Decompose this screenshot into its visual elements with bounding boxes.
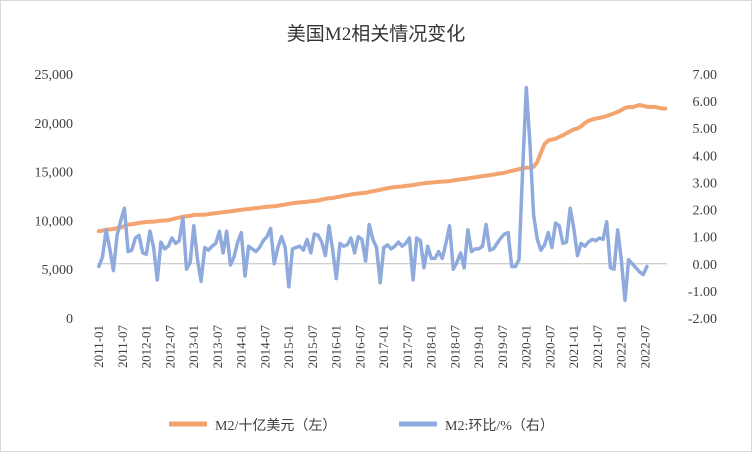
x-tick-label: 2014-07: [257, 325, 272, 369]
x-tick-label: 2019-01: [471, 325, 486, 368]
y-right-tick-label: -2.00: [688, 312, 717, 327]
x-tick-label: 2018-01: [424, 325, 439, 368]
y-right-tick-label: -1.00: [688, 285, 717, 300]
x-tick-label: 2020-01: [519, 325, 534, 368]
y-right-tick-label: 7.00: [693, 68, 718, 83]
x-tick-label: 2021-07: [590, 325, 605, 369]
legend-label-m2-level: M2/十亿美元（左）: [215, 418, 336, 434]
series-line-m2-mom: [97, 85, 649, 303]
series-line-m2-level: [96, 103, 668, 234]
y-right-tick-label: 6.00: [693, 95, 718, 110]
x-tick-label: 2013-07: [210, 325, 225, 369]
y-left-tick-label: 25,000: [35, 68, 74, 83]
x-tick-label: 2012-07: [162, 325, 177, 369]
x-tick-label: 2017-07: [400, 325, 415, 369]
y-left-tick-label: 5,000: [42, 263, 74, 278]
x-tick-label: 2011-01: [91, 325, 106, 368]
legend: M2/十亿美元（左） M2:环比/%（右）: [169, 418, 554, 434]
x-tick-label: 2012-01: [139, 325, 154, 368]
x-tick-label: 2015-07: [305, 325, 320, 369]
x-tick-label: 2022-01: [614, 325, 629, 368]
y-left-tick-label: 15,000: [35, 166, 74, 181]
y-right-axis: -2.00 -1.00 0.00 1.00 2.00 3.00 4.00 5.00 6.00 7.…: [688, 68, 717, 327]
x-tick-label: 2011-07: [115, 325, 130, 368]
x-tick-label: 2018-07: [447, 325, 462, 369]
y-right-tick-label: 2.00: [693, 204, 718, 219]
x-tick-label: 2022-07: [637, 325, 652, 369]
x-tick-label: 2016-07: [352, 325, 367, 369]
legend-label-m2-mom: M2:环比/%（右）: [445, 418, 554, 434]
x-tick-label: 2019-07: [495, 325, 510, 369]
y-right-tick-label: 5.00: [693, 122, 718, 137]
x-tick-label: 2014-01: [234, 325, 249, 368]
y-left-tick-label: 20,000: [35, 117, 74, 132]
x-tick-label: 2015-01: [281, 325, 296, 368]
y-right-tick-label: 4.00: [693, 149, 718, 164]
x-tick-label: 2017-01: [376, 325, 391, 368]
series-layer: [96, 85, 668, 303]
y-right-tick-label: 0.00: [693, 258, 718, 273]
x-axis: 2011-01 2011-07 2012-01 2012-07 2013-01 2013-…: [91, 263, 667, 369]
x-tick-label: 2013-01: [186, 325, 201, 368]
x-tick-label: 2016-01: [329, 325, 344, 368]
y-left-axis: 0 5,000 10,000 15,000 20,000 25,000: [35, 68, 74, 327]
y-left-tick-label: 10,000: [35, 214, 74, 229]
y-right-tick-label: 1.00: [693, 231, 718, 246]
y-right-tick-label: 3.00: [693, 176, 718, 191]
x-tick-label: 2021-01: [566, 325, 581, 368]
x-tick-label: 2020-07: [542, 325, 557, 369]
y-left-tick-label: 0: [66, 312, 73, 327]
chart-title: 美国M2相关情况变化: [287, 23, 465, 45]
